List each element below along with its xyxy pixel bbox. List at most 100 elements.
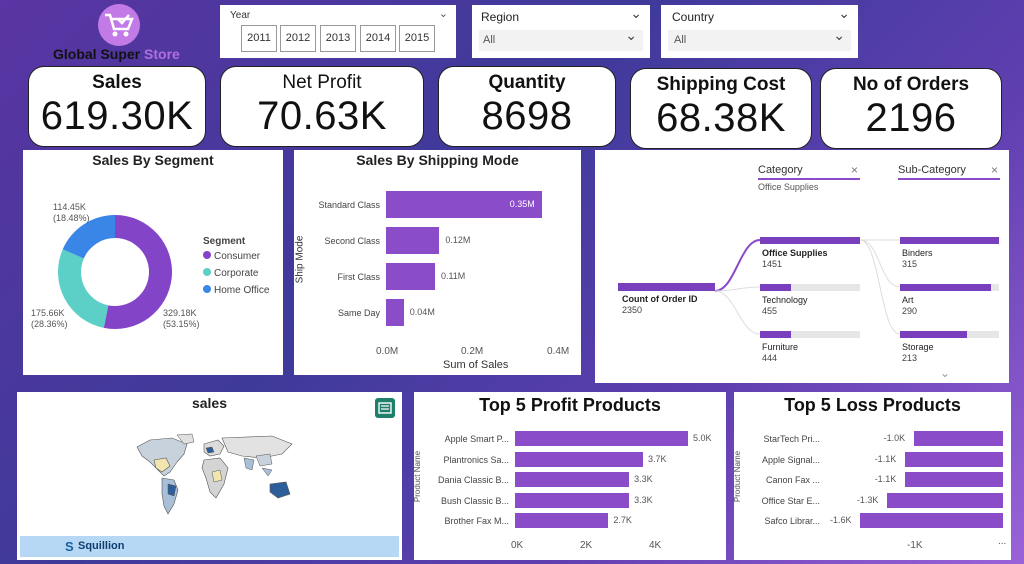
shipping-category-label: Second Class [324, 236, 380, 246]
profit-bar[interactable] [515, 451, 644, 467]
chevron-down-icon[interactable]: ⌄ [838, 5, 850, 21]
loss-product-label: Apple Signal... [761, 454, 820, 465]
category-node-bar-bg [760, 284, 860, 291]
legend-item-home-office[interactable]: Home Office [203, 285, 269, 296]
shipping-value-label: 0.04M [409, 307, 435, 317]
logo-text: Global Super Store [53, 46, 180, 62]
subcategory-node-value: 213 [902, 353, 918, 363]
home-office-percent: (18.48%) [53, 213, 90, 223]
profit-product-label: Bush Classic B... [440, 495, 509, 506]
shipping-bar[interactable] [386, 191, 542, 218]
category-node-bar[interactable] [760, 237, 860, 244]
profit-bar[interactable] [515, 492, 630, 508]
map-export-icon[interactable] [375, 398, 395, 418]
profit-bar[interactable] [515, 431, 688, 446]
year-2012-button[interactable]: 2012 [280, 25, 316, 52]
region-dropdown[interactable]: All ⌄ [479, 27, 643, 51]
profit-tick-2: 4K [649, 540, 662, 551]
category-node-label: Office Supplies [762, 248, 828, 258]
loss-product-label: Office Star E... [761, 495, 820, 506]
loss-more-indicator[interactable]: ... [998, 536, 1007, 547]
subcategory-close-icon[interactable]: × [991, 163, 999, 177]
shipping-bar[interactable] [386, 227, 440, 254]
root-node-bar[interactable] [618, 283, 715, 291]
loss-bar[interactable] [913, 431, 1003, 446]
chevron-down-icon[interactable]: ⌄ [438, 8, 448, 20]
home-office-value: 114.45K [53, 202, 86, 212]
segment-legend: Segment Consumer Corporate Home Office [203, 236, 269, 296]
loss-bar[interactable] [904, 451, 1003, 467]
legend-corporate-label: Corporate [214, 268, 259, 279]
subcategory-node-bar[interactable] [900, 237, 999, 244]
loss-product-label: Safco Librar... [764, 516, 820, 526]
shipping-tick-2: 0.4M [547, 346, 570, 357]
map-title: sales [191, 395, 228, 411]
year-2015-button[interactable]: 2015 [399, 25, 435, 52]
country-dropdown[interactable]: All ⌄ [668, 27, 851, 51]
profit-bar[interactable] [515, 513, 609, 528]
kpi-sales-title: Sales [92, 72, 142, 93]
legend-item-corporate[interactable]: Corporate [203, 268, 269, 279]
profit-product-label: Dania Classic B... [437, 475, 509, 485]
consumer-value-label: 329.18K (53.15%) [163, 308, 200, 330]
loss-tick-0: -1K [907, 540, 923, 551]
logo: Global Super Store [50, 4, 200, 62]
donut-slice-consumer[interactable] [103, 215, 172, 329]
shipping-category-label: First Class [337, 272, 381, 282]
donut-slice-home-office[interactable] [62, 215, 115, 259]
profit-chart-panel: Top 5 Profit Products Product Name Apple… [413, 392, 726, 560]
category-node-bar[interactable] [760, 284, 791, 291]
subcategory-node-bar[interactable] [900, 284, 992, 291]
loss-value-label: -1.3K [856, 494, 879, 505]
profit-plot-area: Apple Smart P... 5.0K Plantronics Sa... 3.7… [414, 392, 726, 560]
loss-bar[interactable] [860, 513, 1003, 528]
shipping-tick-1: 0.2M [461, 346, 484, 357]
segment-donut[interactable] [58, 215, 172, 329]
category-close-icon[interactable]: × [851, 163, 859, 177]
category-node-value: 444 [762, 353, 778, 363]
shipping-value-label: 0.11M [440, 271, 466, 281]
region-filter: Region ⌄ All ⌄ [472, 5, 650, 58]
profit-value-label: 3.3K [634, 494, 653, 505]
kpi-shipping-cost-card: Shipping Cost 68.38K [630, 68, 812, 149]
category-filter-value: Office Supplies [758, 182, 819, 192]
profit-tick-0: 0K [511, 540, 524, 551]
category-node-value: 1451 [762, 259, 783, 269]
profit-bar[interactable] [515, 472, 630, 487]
kpi-sales-value: 619.30K [40, 94, 194, 138]
loss-product-label: StarTech Pri... [763, 434, 820, 444]
shipping-bar[interactable] [386, 299, 404, 326]
kpi-sales-card: Sales 619.30K [28, 66, 206, 147]
loss-value-label: -1.6K [830, 515, 852, 525]
subcategory-node-bar[interactable] [900, 331, 968, 338]
year-2011-button[interactable]: 2011 [241, 25, 277, 52]
legend-home-office-label: Home Office [214, 285, 270, 296]
country-filter-label: Country [672, 10, 715, 24]
year-2014-button[interactable]: 2014 [360, 25, 396, 52]
donut-slice-corporate[interactable] [58, 249, 109, 328]
kpi-shipping-cost-value: 68.38K [656, 96, 786, 140]
loss-value-label: -1.1K [874, 453, 897, 464]
expand-chevron-icon[interactable]: ⌄ [940, 366, 951, 380]
consumer-percent: (53.15%) [163, 319, 200, 329]
year-filter: Year ⌄ 2011 2012 2013 2014 2015 [220, 5, 456, 58]
loss-product-label: Canon Fax ... [765, 475, 820, 485]
category-node-label: Technology [762, 295, 808, 305]
loss-bar[interactable] [886, 492, 1003, 508]
shipping-bar[interactable] [386, 263, 435, 290]
category-node-bar[interactable] [760, 331, 791, 338]
legend-dot-icon [203, 285, 211, 293]
chevron-down-icon[interactable]: ⌄ [630, 5, 642, 21]
world-map[interactable] [132, 432, 302, 522]
legend-item-consumer[interactable]: Consumer [203, 251, 269, 262]
loss-bar[interactable] [904, 472, 1003, 487]
logo-text-left: Global Super [53, 46, 145, 62]
segment-legend-title: Segment [203, 236, 246, 247]
year-2013-button[interactable]: 2013 [320, 25, 356, 52]
subcategory-node-value: 290 [902, 306, 918, 316]
kpi-orders-title: No of Orders [852, 74, 970, 95]
segment-chart-title: Sales By Segment [92, 152, 214, 168]
kpi-orders-value: 2196 [865, 96, 957, 140]
decomposition-tree-panel: Category × Office Supplies Sub-Category … [595, 150, 1009, 383]
decomposition-connectors [714, 239, 901, 335]
